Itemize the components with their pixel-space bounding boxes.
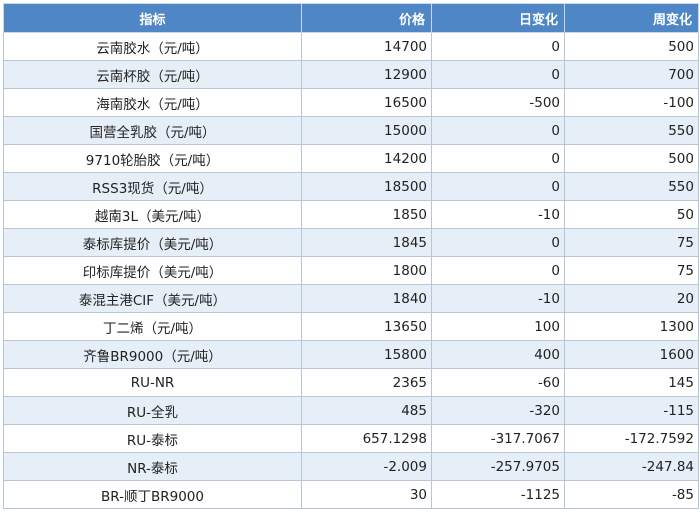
cell-price: 18500 — [301, 172, 432, 201]
header-daily-change: 日变化 — [431, 3, 565, 33]
cell-daily-change: 0 — [431, 32, 565, 61]
cell-daily-change: 0 — [431, 256, 565, 285]
cell-indicator: RU-泰标 — [3, 424, 302, 453]
cell-daily-change: -1125 — [431, 480, 565, 509]
cell-indicator: RU-NR — [3, 368, 302, 397]
table-row: 越南3L（美元/吨） 1850 -10 50 — [3, 200, 699, 229]
cell-price: 657.1298 — [301, 424, 432, 453]
cell-daily-change: -10 — [431, 284, 565, 313]
cell-indicator: 越南3L（美元/吨） — [3, 200, 302, 229]
cell-price: 1850 — [301, 200, 432, 229]
cell-indicator: 泰标库提价（美元/吨） — [3, 228, 302, 257]
cell-price: 1840 — [301, 284, 432, 313]
table-row: RU-NR 2365 -60 145 — [3, 368, 699, 397]
cell-price: 30 — [301, 480, 432, 509]
cell-price: 12900 — [301, 60, 432, 89]
cell-price: -2.009 — [301, 452, 432, 481]
cell-weekly-change: -85 — [564, 480, 699, 509]
table-row: NR-泰标 -2.009 -257.9705 -247.84 — [3, 452, 699, 481]
cell-weekly-change: 50 — [564, 200, 699, 229]
cell-daily-change: -317.7067 — [431, 424, 565, 453]
table-header-row: 指标 价格 日变化 周变化 — [3, 3, 699, 33]
cell-weekly-change: -100 — [564, 88, 699, 117]
cell-daily-change: 400 — [431, 340, 565, 369]
cell-weekly-change: 1300 — [564, 312, 699, 341]
cell-daily-change: 0 — [431, 228, 565, 257]
cell-indicator: 丁二烯（元/吨） — [3, 312, 302, 341]
table-row: 国营全乳胶（元/吨） 15000 0 550 — [3, 116, 699, 145]
cell-price: 13650 — [301, 312, 432, 341]
table-row: BR-顺丁BR9000 30 -1125 -85 — [3, 480, 699, 509]
cell-price: 485 — [301, 396, 432, 425]
header-indicator: 指标 — [3, 3, 302, 33]
table-row: 海南胶水（元/吨） 16500 -500 -100 — [3, 88, 699, 117]
table-row: 印标库提价（美元/吨） 1800 0 75 — [3, 256, 699, 285]
cell-price: 1845 — [301, 228, 432, 257]
cell-price: 1800 — [301, 256, 432, 285]
cell-daily-change: 0 — [431, 60, 565, 89]
cell-daily-change: -10 — [431, 200, 565, 229]
cell-weekly-change: 700 — [564, 60, 699, 89]
cell-indicator: NR-泰标 — [3, 452, 302, 481]
table-row: RU-全乳 485 -320 -115 — [3, 396, 699, 425]
cell-indicator: RSS3现货（元/吨） — [3, 172, 302, 201]
table-row: 丁二烯（元/吨） 13650 100 1300 — [3, 312, 699, 341]
cell-daily-change: -320 — [431, 396, 565, 425]
cell-daily-change: 0 — [431, 144, 565, 173]
table-row: 泰标库提价（美元/吨） 1845 0 75 — [3, 228, 699, 257]
cell-price: 2365 — [301, 368, 432, 397]
cell-indicator: 国营全乳胶（元/吨） — [3, 116, 302, 145]
cell-indicator: 泰混主港CIF（美元/吨） — [3, 284, 302, 313]
cell-daily-change: -60 — [431, 368, 565, 397]
cell-weekly-change: 75 — [564, 228, 699, 257]
cell-weekly-change: 75 — [564, 256, 699, 285]
cell-weekly-change: 500 — [564, 144, 699, 173]
cell-price: 14200 — [301, 144, 432, 173]
cell-weekly-change: -172.7592 — [564, 424, 699, 453]
cell-weekly-change: 145 — [564, 368, 699, 397]
cell-weekly-change: 1600 — [564, 340, 699, 369]
cell-indicator: 云南杯胶（元/吨） — [3, 60, 302, 89]
table-row: 9710轮胎胶（元/吨） 14200 0 500 — [3, 144, 699, 173]
cell-price: 14700 — [301, 32, 432, 61]
table-row: 泰混主港CIF（美元/吨） 1840 -10 20 — [3, 284, 699, 313]
table-row: 齐鲁BR9000（元/吨） 15800 400 1600 — [3, 340, 699, 369]
cell-indicator: RU-全乳 — [3, 396, 302, 425]
cell-weekly-change: 20 — [564, 284, 699, 313]
table-row: RSS3现货（元/吨） 18500 0 550 — [3, 172, 699, 201]
cell-indicator: BR-顺丁BR9000 — [3, 480, 302, 509]
cell-price: 15800 — [301, 340, 432, 369]
table-body: 云南胶水（元/吨） 14700 0 500 云南杯胶（元/吨） 12900 0 700 海南胶水… — [3, 32, 699, 509]
cell-price: 16500 — [301, 88, 432, 117]
cell-weekly-change: 550 — [564, 172, 699, 201]
table-row: RU-泰标 657.1298 -317.7067 -172.7592 — [3, 424, 699, 453]
price-table-container: 指标 价格 日变化 周变化 云南胶水（元/吨） 14700 0 500 云南杯胶（元/吨… — [3, 3, 699, 509]
cell-daily-change: -257.9705 — [431, 452, 565, 481]
cell-daily-change: 0 — [431, 116, 565, 145]
cell-daily-change: 100 — [431, 312, 565, 341]
cell-weekly-change: -115 — [564, 396, 699, 425]
cell-indicator: 印标库提价（美元/吨） — [3, 256, 302, 285]
cell-price: 15000 — [301, 116, 432, 145]
cell-indicator: 海南胶水（元/吨） — [3, 88, 302, 117]
cell-weekly-change: -247.84 — [564, 452, 699, 481]
table-row: 云南杯胶（元/吨） 12900 0 700 — [3, 60, 699, 89]
cell-daily-change: -500 — [431, 88, 565, 117]
cell-indicator: 齐鲁BR9000（元/吨） — [3, 340, 302, 369]
header-price: 价格 — [301, 3, 432, 33]
cell-daily-change: 0 — [431, 172, 565, 201]
cell-weekly-change: 550 — [564, 116, 699, 145]
header-weekly-change: 周变化 — [564, 3, 699, 33]
table-row: 云南胶水（元/吨） 14700 0 500 — [3, 32, 699, 61]
cell-indicator: 9710轮胎胶（元/吨） — [3, 144, 302, 173]
cell-indicator: 云南胶水（元/吨） — [3, 32, 302, 61]
price-table: 指标 价格 日变化 周变化 云南胶水（元/吨） 14700 0 500 云南杯胶（元/吨… — [3, 3, 699, 509]
cell-weekly-change: 500 — [564, 32, 699, 61]
